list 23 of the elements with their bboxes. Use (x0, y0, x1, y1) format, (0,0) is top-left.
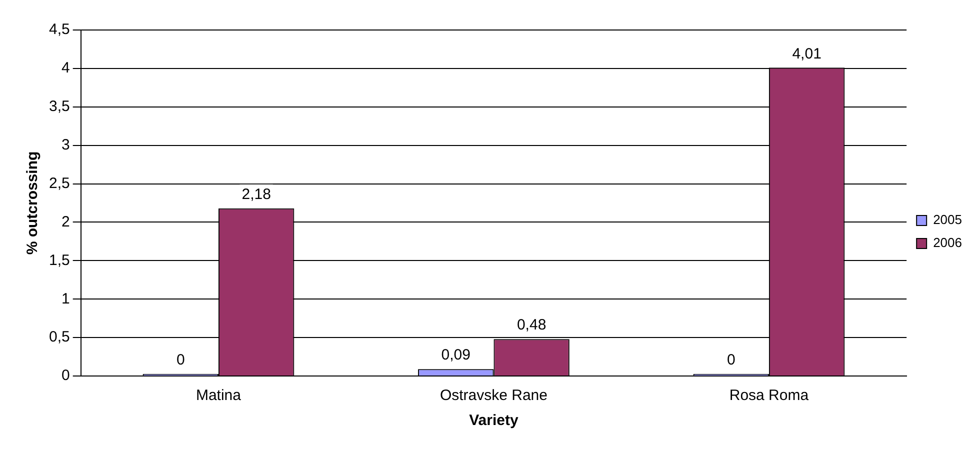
y-tick-label: 4,5 (48, 21, 70, 38)
y-tick-label: 1 (62, 290, 70, 308)
y-tick-label: 3,5 (48, 98, 70, 116)
y-tick-label: 0 (62, 367, 70, 384)
legend-label: 2005 (933, 212, 962, 228)
legend-label: 2006 (933, 235, 962, 250)
y-tick-label: 2 (62, 213, 70, 230)
data-label: 0 (726, 352, 736, 369)
x-tick-label: Rosa Roma (729, 387, 810, 404)
y-tick-label: 3 (62, 136, 70, 154)
x-tick-label: Matina (196, 387, 242, 404)
y-axis-title: % outcrossing (24, 151, 42, 255)
data-label: 2,18 (242, 186, 271, 204)
data-label: 0,48 (516, 316, 546, 334)
y-tick-label: 0,5 (48, 328, 70, 346)
data-label: 0 (176, 352, 185, 369)
data-label: 0,09 (441, 346, 470, 364)
x-axis-title: Variety (469, 412, 519, 430)
data-label: 4,01 (792, 45, 822, 62)
y-tick-label: 4 (62, 60, 70, 77)
y-tick-label: 2,5 (48, 174, 70, 192)
y-tick-label: 1,5 (48, 252, 70, 269)
x-tick-label: Ostravske Rane (440, 387, 548, 404)
